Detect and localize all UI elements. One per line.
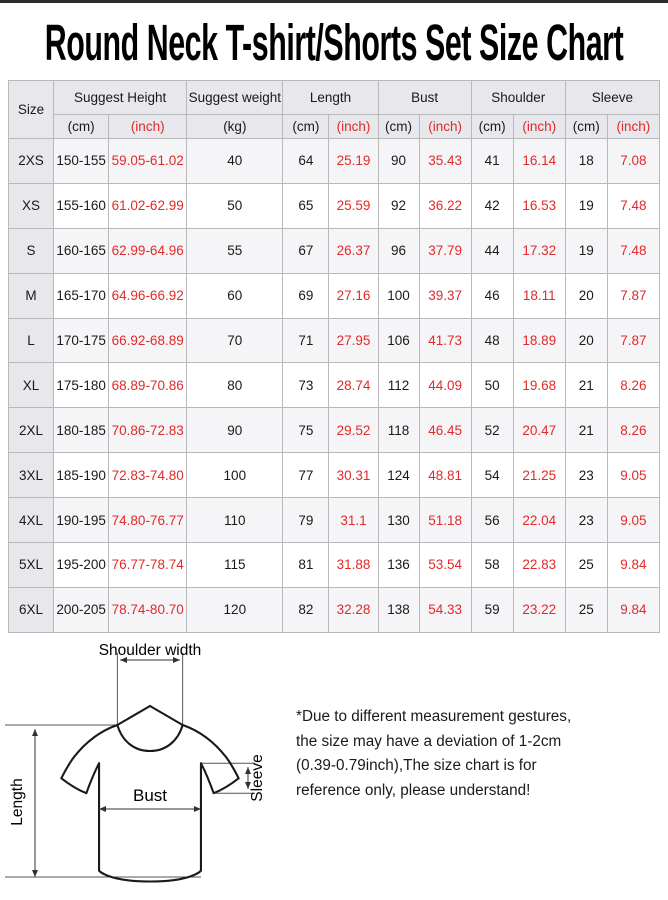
svg-text:Shoulder width: Shoulder width bbox=[99, 642, 202, 659]
svg-text:Length: Length bbox=[9, 778, 26, 825]
svg-text:Bust: Bust bbox=[133, 786, 167, 805]
svg-text:Sleeve: Sleeve bbox=[249, 754, 266, 801]
